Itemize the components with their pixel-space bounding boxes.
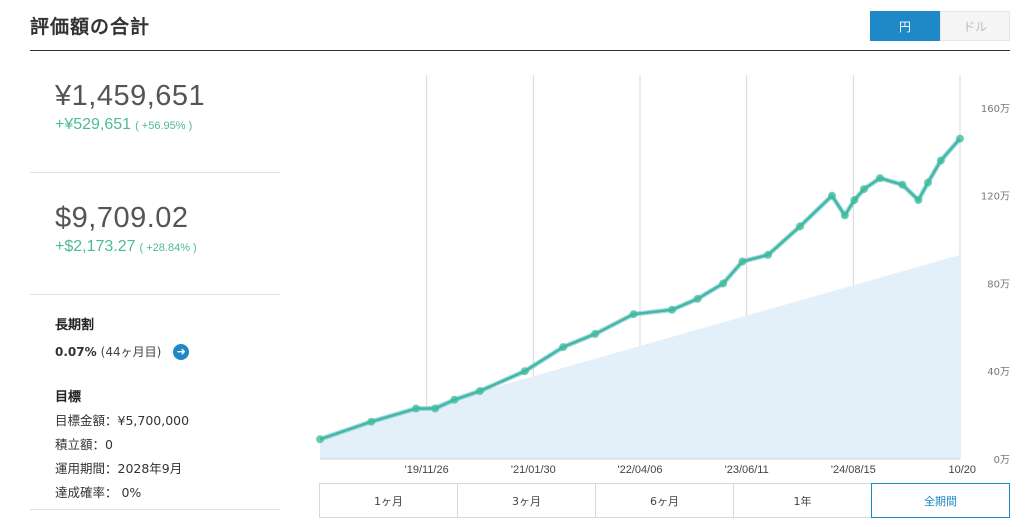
value-point — [840, 211, 849, 220]
x-tick-label: '24/08/15 — [831, 464, 876, 476]
long-term-months: (44ヶ月目) — [100, 345, 162, 359]
long-term-row: 0.07% (44ヶ月目) ➜ — [55, 343, 285, 360]
long-term-title: 長期割 — [55, 318, 95, 333]
value-point — [876, 174, 884, 183]
page-title: 評価額の合計 — [30, 16, 151, 38]
goal-contribution: 積立額：0 — [55, 437, 113, 452]
period-3m-button[interactable]: 3ヶ月 — [457, 483, 595, 518]
value-point — [850, 196, 859, 205]
value-point — [520, 367, 529, 376]
jpy-total-value: ¥1,459,651 — [55, 80, 206, 112]
page-header: 評価額の合計 円 ドル — [30, 0, 1010, 51]
value-point — [914, 196, 923, 205]
valuation-chart: '19/11/26 '21/01/30 '22/04/06 '23/06/11 '24/… — [310, 70, 1020, 480]
value-point — [367, 417, 376, 426]
principal-area — [320, 254, 960, 459]
value-point — [559, 343, 568, 352]
usd-summary: $9,709.02 +$2,173.27( +28.84% ) — [30, 173, 280, 295]
period-1y-button[interactable]: 1年 — [733, 483, 871, 518]
value-point — [956, 134, 964, 143]
value-point — [316, 435, 324, 444]
arrow-right-icon[interactable]: ➜ — [173, 343, 190, 360]
goal-area: 長期割 0.07% (44ヶ月目) ➜ 目標 目標金額：¥5,700,000 積… — [55, 314, 285, 505]
y-tick-label: 120万 — [981, 192, 1010, 203]
goal-list: 目標金額：¥5,700,000 積立額：0 運用期間：2028年9月 達成確率：… — [55, 409, 285, 505]
x-tick-label: '19/11/26 — [405, 464, 449, 476]
value-point — [738, 257, 747, 266]
value-point — [693, 294, 702, 303]
y-tick-label: 80万 — [987, 279, 1010, 290]
usd-gain-percent: ( +28.84% ) — [139, 242, 197, 254]
value-point — [898, 180, 907, 189]
value-point — [591, 329, 600, 338]
currency-usd-button[interactable]: ドル — [940, 11, 1010, 41]
value-point — [431, 404, 440, 413]
summary-panel: ¥1,459,651 +¥529,651( +56.95% ) $9,709.0… — [30, 51, 280, 295]
period-1m-button[interactable]: 1ヶ月 — [319, 483, 457, 518]
x-tick-label: '22/04/06 — [618, 464, 663, 476]
usd-total-value: $9,709.02 — [55, 202, 189, 234]
goal-title: 目標 — [55, 390, 82, 405]
y-tick-label: 160万 — [981, 104, 1010, 115]
x-tick-label: '21/01/30 — [511, 464, 556, 476]
period-selector: 1ヶ月 3ヶ月 6ヶ月 1年 全期間 — [319, 483, 1010, 518]
currency-toggle: 円 ドル — [870, 11, 1010, 41]
jpy-gain: +¥529,651( +56.95% ) — [55, 116, 280, 134]
value-point — [764, 250, 772, 259]
goal-target-amount: 目標金額：¥5,700,000 — [55, 413, 190, 428]
divider — [30, 509, 280, 510]
currency-jpy-button[interactable]: 円 — [870, 11, 940, 41]
x-tick-label: 10/20 — [948, 464, 976, 476]
x-tick-label: '23/06/11 — [725, 464, 769, 476]
jpy-gain-percent: ( +56.95% ) — [135, 120, 193, 132]
value-point — [668, 305, 676, 314]
value-point — [719, 279, 728, 288]
y-tick-label: 40万 — [987, 367, 1010, 378]
period-6m-button[interactable]: 6ヶ月 — [595, 483, 733, 518]
value-point — [476, 386, 484, 395]
long-term-rate: 0.07% — [55, 344, 97, 359]
value-point — [412, 404, 420, 413]
value-point — [936, 156, 945, 165]
value-point — [450, 395, 459, 404]
usd-gain: +$2,173.27( +28.84% ) — [55, 238, 280, 256]
value-point — [860, 185, 868, 194]
value-point — [629, 310, 638, 319]
jpy-summary: ¥1,459,651 +¥529,651( +56.95% ) — [30, 51, 280, 173]
value-point — [828, 191, 836, 200]
value-point — [924, 178, 932, 187]
goal-probability: 達成確率： 0% — [55, 485, 142, 500]
jpy-gain-amount: +¥529,651 — [55, 116, 132, 133]
y-tick-label: 0万 — [994, 455, 1010, 466]
goal-period: 運用期間：2028年9月 — [55, 461, 183, 476]
chart-svg: '19/11/26 '21/01/30 '22/04/06 '23/06/11 '24/… — [316, 75, 1010, 476]
value-point — [796, 222, 804, 231]
period-all-button[interactable]: 全期間 — [871, 483, 1010, 518]
usd-gain-amount: +$2,173.27 — [55, 238, 136, 255]
